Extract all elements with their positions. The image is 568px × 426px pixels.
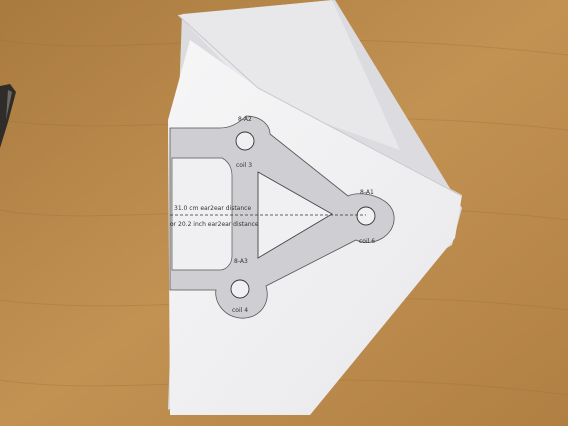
top-coil-name-label: coil 3 xyxy=(236,162,252,169)
bottom-coil-circle xyxy=(230,279,250,299)
right-coil-id-label: 8-A1 xyxy=(360,189,374,196)
top-coil-id-label: 8-A2 xyxy=(238,116,252,123)
bottom-coil-name-label: coil 4 xyxy=(232,307,248,314)
left-cutout xyxy=(171,157,233,271)
distance-cm-label: 31.0 cm ear2ear distance xyxy=(174,205,251,212)
bottom-coil-id-label: 8-A3 xyxy=(234,258,248,265)
pen xyxy=(0,84,16,148)
top-coil-circle xyxy=(235,131,255,151)
coil-template: 8-A2 coil 3 8-A1 coil 6 8-A3 coil 4 31.0… xyxy=(169,115,395,319)
distance-inch-label: or 20.2 inch ear2ear distance xyxy=(170,221,259,228)
right-coil-circle xyxy=(356,206,376,226)
right-coil-name-label: coil 6 xyxy=(359,238,375,245)
